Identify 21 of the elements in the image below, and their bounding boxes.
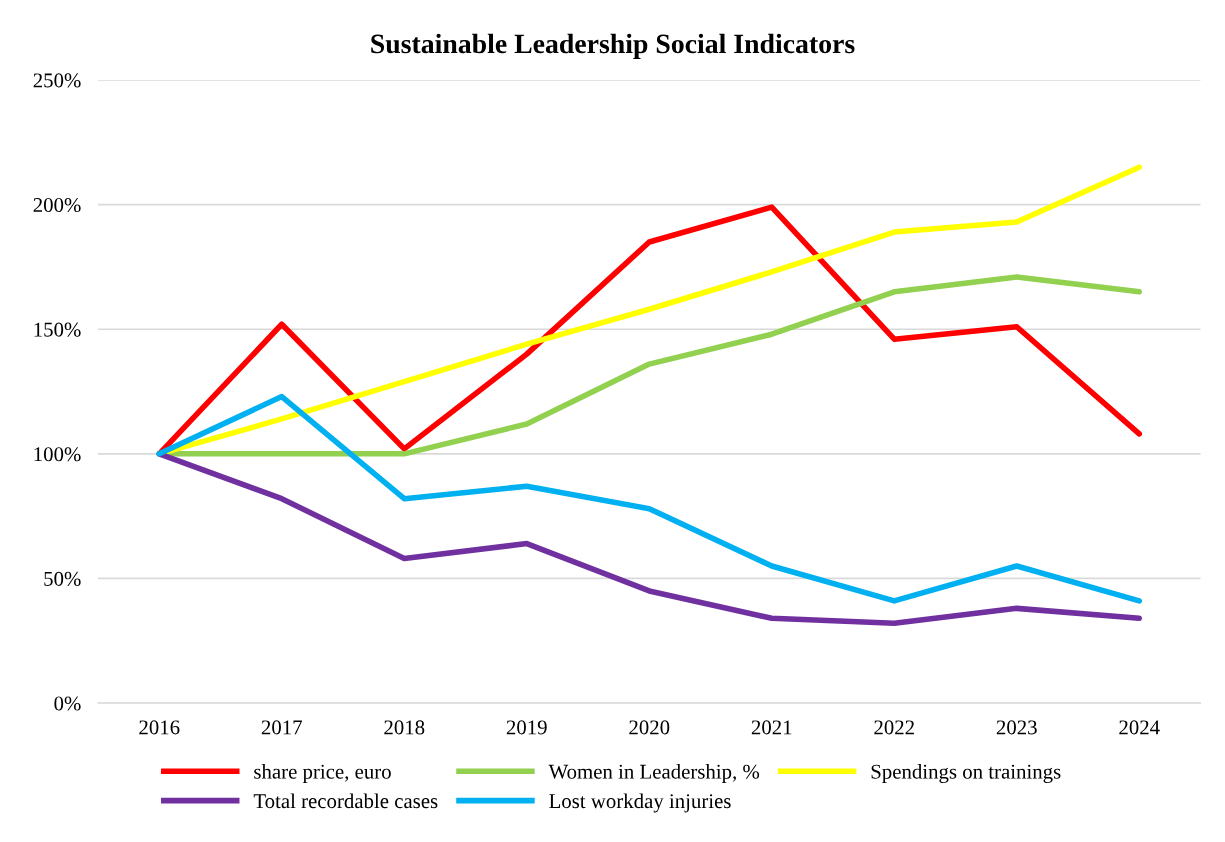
- x-tick-label: 2018: [384, 720, 425, 735]
- x-tick-label: 2021: [751, 720, 792, 735]
- y-tick-label: 100%: [34, 447, 81, 462]
- y-tick-label: 0%: [54, 696, 81, 711]
- legend-label: Lost workday injuries: [549, 793, 731, 813]
- y-tick-label: 250%: [33, 73, 81, 88]
- x-tick-label: 2024: [1119, 720, 1160, 735]
- y-tick-label: 50%: [44, 571, 81, 586]
- y-tick-label: 200%: [33, 197, 81, 213]
- x-tick-label: 2023: [996, 720, 1037, 735]
- x-tick-label: 2017: [261, 720, 302, 735]
- x-tick-label: 2016: [139, 720, 180, 735]
- x-tick-label: 2022: [874, 720, 914, 735]
- legend-label: Spendings on trainings: [871, 764, 1061, 783]
- x-tick-label: 2020: [629, 720, 670, 735]
- legend-label: Total recordable cases: [253, 793, 438, 809]
- chart-title: Sustainable Leadership Social Indicators: [371, 33, 855, 59]
- y-tick-label: 150%: [34, 322, 81, 337]
- x-tick-label: 2019: [506, 720, 547, 735]
- legend-label: Women in Leadership, %: [548, 764, 760, 783]
- legend-label: share price, euro: [254, 764, 391, 783]
